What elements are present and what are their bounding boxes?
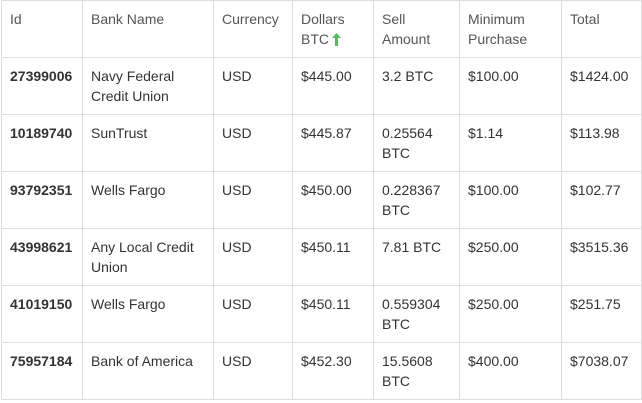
table-row[interactable]: 43998621 Any Local Credit Union USD $450…: [1, 228, 642, 286]
cell-bank-name: Wells Fargo: [82, 285, 214, 343]
cell-bank-name: SunTrust: [82, 114, 214, 172]
column-header-bank-name[interactable]: Bank Name: [82, 0, 214, 58]
table-row[interactable]: 75957184 Bank of America USD $452.30 15.…: [1, 342, 642, 400]
cell-minimum-purchase: $250.00: [459, 228, 562, 286]
cell-sell-amount: 3.2 BTC: [373, 57, 460, 115]
arrow-up-icon: [332, 31, 341, 51]
cell-total: $102.77: [561, 171, 642, 229]
cell-minimum-purchase: $400.00: [459, 342, 562, 400]
cell-sell-amount: 0.25564 BTC: [373, 114, 460, 172]
cell-minimum-purchase: $250.00: [459, 285, 562, 343]
column-header-minimum-purchase[interactable]: Minimum Purchase: [459, 0, 562, 58]
cell-dollars-btc: $450.00: [292, 171, 374, 229]
cell-total: $3515.36: [561, 228, 642, 286]
cell-id: 43998621: [1, 228, 83, 286]
cell-bank-name: Any Local Credit Union: [82, 228, 214, 286]
cell-bank-name: Navy Federal Credit Union: [82, 57, 214, 115]
cell-id: 27399006: [1, 57, 83, 115]
cell-currency: USD: [213, 114, 293, 172]
cell-currency: USD: [213, 285, 293, 343]
table-row[interactable]: 41019150 Wells Fargo USD $450.11 0.55930…: [1, 285, 642, 343]
header-row: Id Bank Name Currency Dollars BTC Sell A…: [1, 0, 642, 58]
cell-dollars-btc: $452.30: [292, 342, 374, 400]
cell-id: 41019150: [1, 285, 83, 343]
cell-total: $251.75: [561, 285, 642, 343]
cell-currency: USD: [213, 57, 293, 115]
table-row[interactable]: 10189740 SunTrust USD $445.87 0.25564 BT…: [1, 114, 642, 172]
column-header-currency[interactable]: Currency: [213, 0, 293, 58]
cell-id: 10189740: [1, 114, 83, 172]
cell-total: $7038.07: [561, 342, 642, 400]
cell-bank-name: Bank of America: [82, 342, 214, 400]
cell-id: 75957184: [1, 342, 83, 400]
cell-dollars-btc: $450.11: [292, 285, 374, 343]
table-row[interactable]: 93792351 Wells Fargo USD $450.00 0.22836…: [1, 171, 642, 229]
cell-currency: USD: [213, 342, 293, 400]
column-header-dollars-btc-label: Dollars BTC: [301, 11, 345, 47]
cell-id: 93792351: [1, 171, 83, 229]
cell-dollars-btc: $445.87: [292, 114, 374, 172]
column-header-sell-amount[interactable]: Sell Amount: [373, 0, 460, 58]
cell-total: $1424.00: [561, 57, 642, 115]
cell-total: $113.98: [561, 114, 642, 172]
cell-sell-amount: 0.559304 BTC: [373, 285, 460, 343]
column-header-id[interactable]: Id: [1, 0, 83, 58]
table-row[interactable]: 27399006 Navy Federal Credit Union USD $…: [1, 57, 642, 115]
cell-dollars-btc: $445.00: [292, 57, 374, 115]
cell-minimum-purchase: $100.00: [459, 171, 562, 229]
cell-sell-amount: 7.81 BTC: [373, 228, 460, 286]
column-header-total[interactable]: Total: [561, 0, 642, 58]
cell-currency: USD: [213, 171, 293, 229]
cell-currency: USD: [213, 228, 293, 286]
cell-bank-name: Wells Fargo: [82, 171, 214, 229]
cell-minimum-purchase: $100.00: [459, 57, 562, 115]
cell-sell-amount: 15.5608 BTC: [373, 342, 460, 400]
cell-dollars-btc: $450.11: [292, 228, 374, 286]
cell-minimum-purchase: $1.14: [459, 114, 562, 172]
cell-sell-amount: 0.228367 BTC: [373, 171, 460, 229]
column-header-dollars-btc[interactable]: Dollars BTC: [292, 0, 374, 58]
